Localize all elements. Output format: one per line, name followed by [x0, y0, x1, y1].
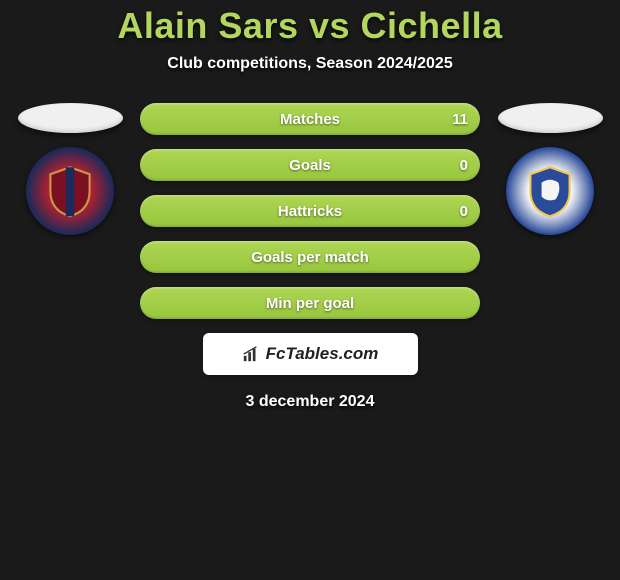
stat-row: Goals per match — [140, 241, 480, 273]
stat-row: Min per goal — [140, 287, 480, 319]
stat-label: Goals per match — [251, 249, 369, 266]
right-ellipse — [498, 103, 603, 133]
stat-row: Goals 0 — [140, 149, 480, 181]
stat-row: Hattricks 0 — [140, 195, 480, 227]
comparison-card: Alain Sars vs Cichella Club competitions… — [0, 0, 620, 580]
subtitle: Club competitions, Season 2024/2025 — [167, 55, 452, 73]
bar-chart-icon — [242, 345, 260, 363]
stat-label: Hattricks — [278, 203, 342, 220]
page-title: Alain Sars vs Cichella — [117, 5, 502, 47]
right-club-crest-icon — [506, 147, 594, 235]
stat-label: Matches — [280, 111, 340, 128]
shield-icon — [522, 163, 578, 219]
stat-label: Goals — [289, 157, 331, 174]
date-text: 3 december 2024 — [246, 393, 375, 411]
stat-right-value: 11 — [452, 111, 468, 128]
shield-icon — [42, 163, 98, 219]
left-player — [10, 103, 130, 235]
stat-label: Min per goal — [266, 295, 354, 312]
right-player — [490, 103, 610, 235]
left-club-crest-icon — [26, 147, 114, 235]
stat-right-value: 0 — [460, 157, 468, 174]
stat-row: Matches 11 — [140, 103, 480, 135]
main-row: Matches 11 Goals 0 Hattricks 0 Goals per… — [0, 103, 620, 319]
stat-right-value: 0 — [460, 203, 468, 220]
left-ellipse — [18, 103, 123, 133]
brand-box[interactable]: FcTables.com — [203, 333, 418, 375]
stats-column: Matches 11 Goals 0 Hattricks 0 Goals per… — [140, 103, 480, 319]
brand-text: FcTables.com — [266, 344, 379, 364]
